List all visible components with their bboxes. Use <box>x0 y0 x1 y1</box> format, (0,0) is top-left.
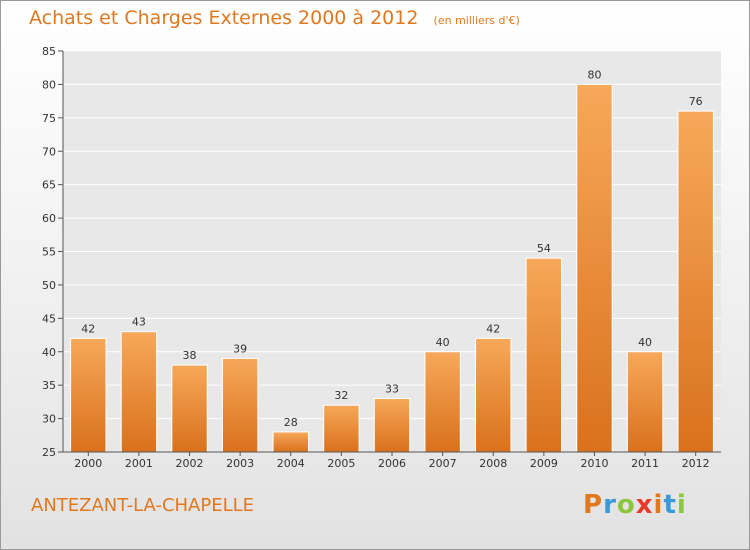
x-tick-label: 2000 <box>74 457 102 470</box>
bar <box>373 398 411 453</box>
y-tick-label: 35 <box>42 379 56 392</box>
bar-value-label: 40 <box>638 336 652 349</box>
x-tick-label: 2010 <box>580 457 608 470</box>
logo-letter: P <box>583 490 604 520</box>
bar-value-label: 39 <box>233 342 247 355</box>
proxiti-logo: Proxiti <box>583 490 687 520</box>
bar-value-label: 54 <box>537 242 551 255</box>
bar <box>272 431 309 453</box>
x-tick-label: 2007 <box>429 457 457 470</box>
logo-letter: i <box>653 490 664 520</box>
bar <box>525 257 563 453</box>
bar <box>323 404 360 453</box>
bar-value-label: 42 <box>81 322 95 335</box>
y-tick-label: 80 <box>42 78 56 91</box>
chart-title-row: Achats et Charges Externes 2000 à 2012 (… <box>29 7 520 29</box>
y-tick-label: 45 <box>42 312 56 325</box>
logo-letter: t <box>663 490 677 520</box>
bar-value-label: 76 <box>689 95 703 108</box>
y-tick-label: 30 <box>42 413 56 426</box>
bar <box>424 351 461 453</box>
x-tick-label: 2003 <box>226 457 254 470</box>
bar-value-label: 40 <box>436 336 450 349</box>
y-tick-label: 55 <box>42 246 56 259</box>
x-tick-label: 2001 <box>125 457 153 470</box>
bar <box>120 331 158 453</box>
bar <box>677 110 714 453</box>
bar-value-label: 33 <box>385 383 399 396</box>
x-tick-label: 2009 <box>530 457 558 470</box>
y-tick-label: 65 <box>42 179 56 192</box>
y-tick-label: 50 <box>42 279 56 292</box>
logo-letter: x <box>635 490 654 520</box>
y-tick-label: 75 <box>42 112 56 125</box>
x-tick-label: 2011 <box>631 457 659 470</box>
y-tick-label: 40 <box>42 346 56 359</box>
logo-letter: i <box>676 490 687 520</box>
bar-value-label: 38 <box>183 349 197 362</box>
y-tick-label: 60 <box>42 212 56 225</box>
bar-value-label: 80 <box>587 68 601 81</box>
bar <box>626 351 664 453</box>
bar <box>475 337 512 453</box>
bar-value-label: 28 <box>284 416 298 429</box>
x-tick-label: 2002 <box>176 457 204 470</box>
bar-value-label: 32 <box>334 389 348 402</box>
x-tick-label: 2006 <box>378 457 406 470</box>
commune-name: ANTEZANT-LA-CHAPELLE <box>31 495 255 516</box>
x-tick-label: 2012 <box>682 457 710 470</box>
chart-unit: (en milliers d'€) <box>433 14 520 27</box>
bar <box>221 357 259 453</box>
y-tick-label: 85 <box>42 45 56 58</box>
y-tick-label: 70 <box>42 145 56 158</box>
bar-value-label: 43 <box>132 316 146 329</box>
bar <box>70 337 107 453</box>
bar-value-label: 42 <box>486 322 500 335</box>
logo-letter: o <box>616 490 636 520</box>
y-tick-label: 25 <box>42 446 56 459</box>
x-tick-label: 2004 <box>277 457 305 470</box>
chart-title: Achats et Charges Externes 2000 à 2012 <box>29 7 419 29</box>
logo-letter: r <box>603 490 617 520</box>
bar <box>171 364 208 453</box>
bar <box>576 83 613 453</box>
x-tick-label: 2005 <box>327 457 355 470</box>
x-tick-label: 2008 <box>479 457 507 470</box>
